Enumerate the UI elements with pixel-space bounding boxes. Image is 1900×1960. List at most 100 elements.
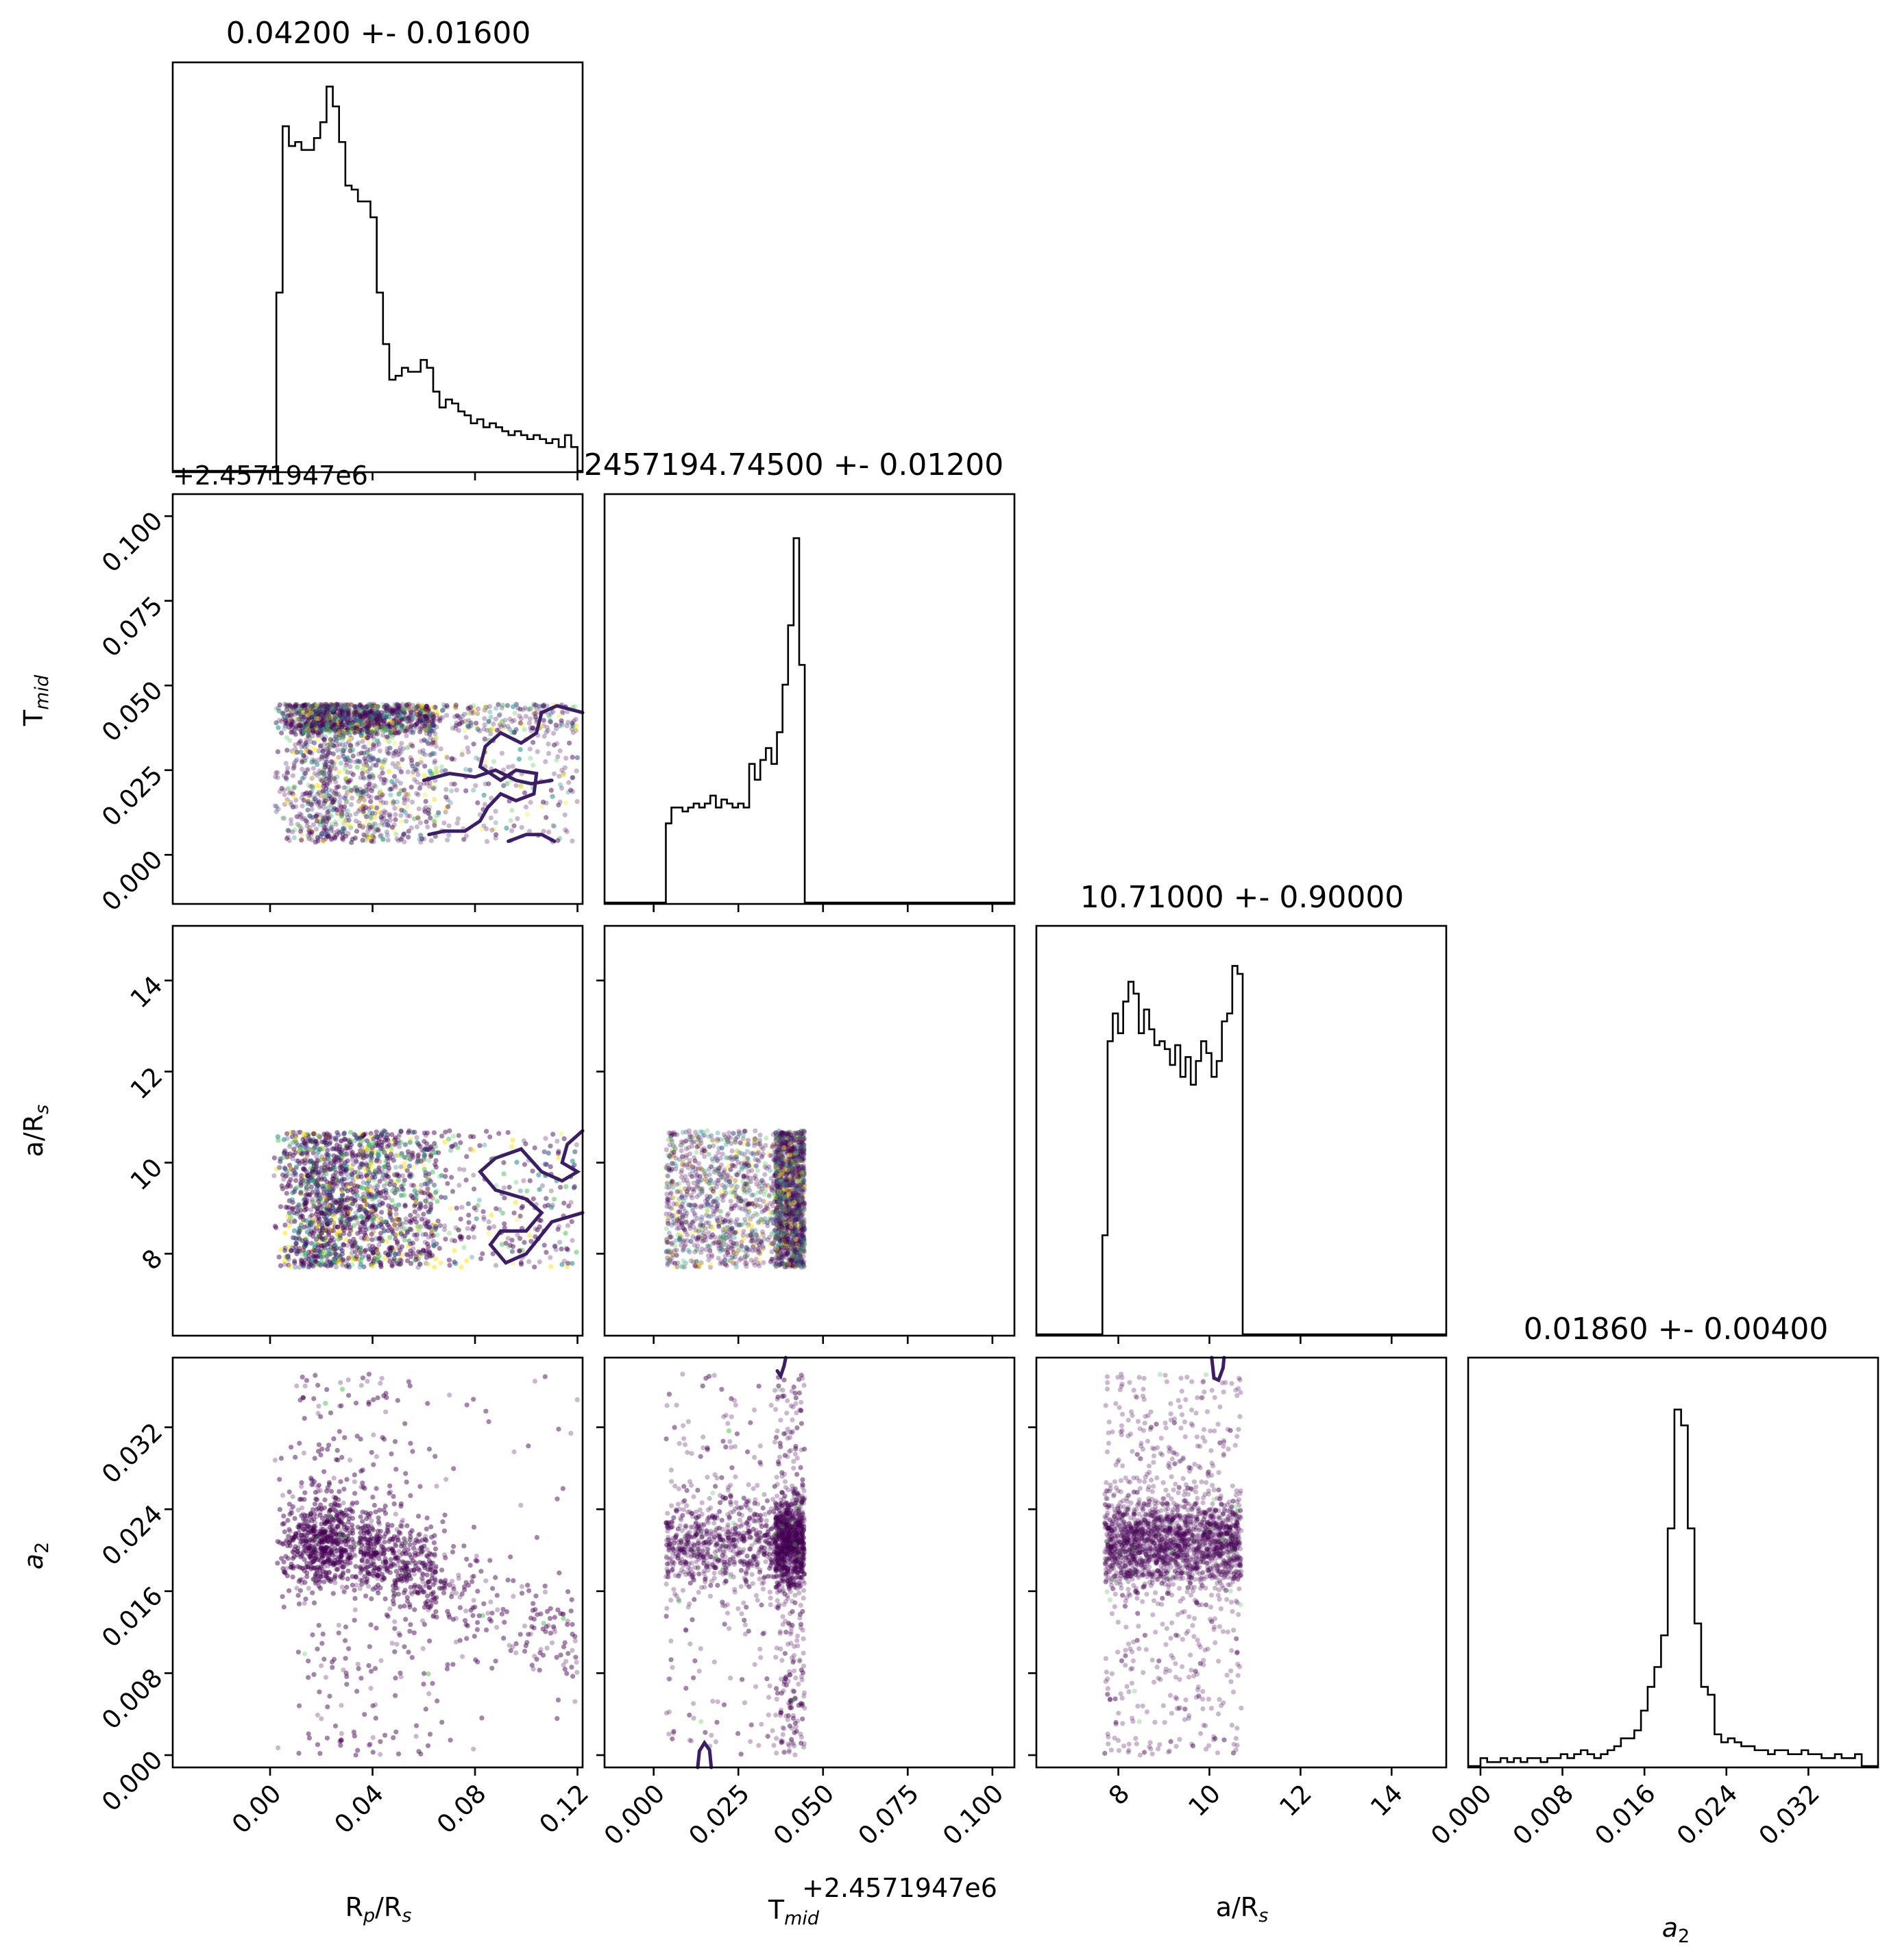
scatter-point xyxy=(380,763,385,768)
scatter-point xyxy=(289,716,295,722)
scatter-point xyxy=(305,807,310,813)
scatter-point xyxy=(329,822,334,827)
scatter-point xyxy=(382,809,387,814)
scatter-point xyxy=(351,726,356,731)
scatter-point xyxy=(391,732,396,737)
scatter-point xyxy=(413,711,419,717)
scatter-point xyxy=(481,792,487,798)
scatter-point xyxy=(332,707,338,712)
scatter-point xyxy=(433,705,438,710)
scatter-point xyxy=(481,823,487,829)
scatter-point xyxy=(317,728,323,734)
scatter-point xyxy=(350,772,356,777)
scatter-point xyxy=(395,705,401,711)
scatter-point xyxy=(418,757,424,762)
scatter-point xyxy=(279,730,284,736)
scatter-point xyxy=(323,798,328,804)
scatter-point xyxy=(367,708,373,713)
scatter-point xyxy=(366,740,372,746)
scatter-point xyxy=(394,720,400,726)
scatter-point xyxy=(302,715,307,720)
scatter-point xyxy=(398,813,404,818)
scatter-point xyxy=(327,742,332,747)
scatter-point xyxy=(340,826,345,832)
scatter-point xyxy=(340,742,345,748)
scatter-point xyxy=(453,702,459,708)
scatter-point xyxy=(332,776,337,781)
scatter-point xyxy=(361,750,367,756)
scatter-point xyxy=(422,763,428,769)
scatter-point xyxy=(513,702,519,707)
scatter-point xyxy=(323,720,328,726)
scatter-point xyxy=(349,735,354,741)
scatter-point xyxy=(339,747,345,752)
scatter-point xyxy=(368,799,374,805)
scatter-point xyxy=(299,731,304,737)
scatter-point xyxy=(433,768,439,774)
scatter-point xyxy=(346,721,352,726)
scatter-point xyxy=(304,743,310,748)
scatter-point xyxy=(423,706,429,711)
scatter-point xyxy=(501,722,507,728)
scatter-point xyxy=(284,776,289,783)
scatter-point xyxy=(406,702,412,707)
scatter-point xyxy=(533,702,539,708)
scatter-point xyxy=(339,724,345,730)
scatter-point xyxy=(423,725,428,731)
scatter-point xyxy=(534,707,539,712)
scatter-point xyxy=(533,716,539,722)
scatter-point xyxy=(327,729,332,735)
scatter-point xyxy=(331,830,337,835)
scatter-point xyxy=(336,719,341,724)
scatter-point xyxy=(333,788,339,794)
scatter-point xyxy=(533,711,539,716)
scatter-point xyxy=(423,707,429,713)
scatter-point xyxy=(467,768,473,773)
scatter-point xyxy=(374,795,379,800)
scatter-point xyxy=(454,713,460,718)
scatter-point xyxy=(333,779,339,785)
scatter-point xyxy=(313,719,318,724)
scatter-point xyxy=(334,726,339,731)
scatter-point xyxy=(422,763,428,769)
scatter-point xyxy=(399,724,404,730)
scatter-point xyxy=(358,715,363,722)
scatter-point xyxy=(467,768,473,773)
scatter-point xyxy=(559,718,564,724)
scatter-point xyxy=(414,709,419,714)
scatter-point xyxy=(292,784,297,789)
scatter-point xyxy=(321,783,326,789)
scatter-point xyxy=(377,728,382,734)
scatter-point xyxy=(389,730,394,735)
scatter-point xyxy=(386,714,392,720)
scatter-point xyxy=(340,722,345,728)
scatter-point xyxy=(308,704,314,709)
scatter-point xyxy=(330,723,335,728)
scatter-point xyxy=(388,724,393,729)
scatter-point xyxy=(273,804,280,809)
scatter-point xyxy=(283,703,289,709)
scatter-point xyxy=(385,833,390,838)
scatter-point xyxy=(389,720,395,726)
scatter-point xyxy=(313,840,318,845)
scatter-point xyxy=(317,720,322,725)
scatter-point xyxy=(365,710,370,715)
scatter-point xyxy=(369,839,374,844)
scatter-point xyxy=(419,709,426,715)
scatter-point xyxy=(325,813,330,818)
scatter-point xyxy=(352,726,358,732)
scatter-point xyxy=(306,724,313,730)
scatter-point xyxy=(377,717,382,723)
scatter-point xyxy=(302,758,307,763)
scatter-point xyxy=(317,710,323,715)
scatter-point xyxy=(326,833,332,839)
scatter-point xyxy=(339,810,344,816)
scatter-point xyxy=(328,707,334,713)
scatter-point xyxy=(398,781,404,786)
scatter-point xyxy=(314,811,320,817)
scatter-point xyxy=(391,718,397,724)
scatter-point xyxy=(541,723,546,728)
scatter-point xyxy=(369,839,374,844)
scatter-point xyxy=(334,703,340,709)
scatter-point xyxy=(461,837,467,842)
